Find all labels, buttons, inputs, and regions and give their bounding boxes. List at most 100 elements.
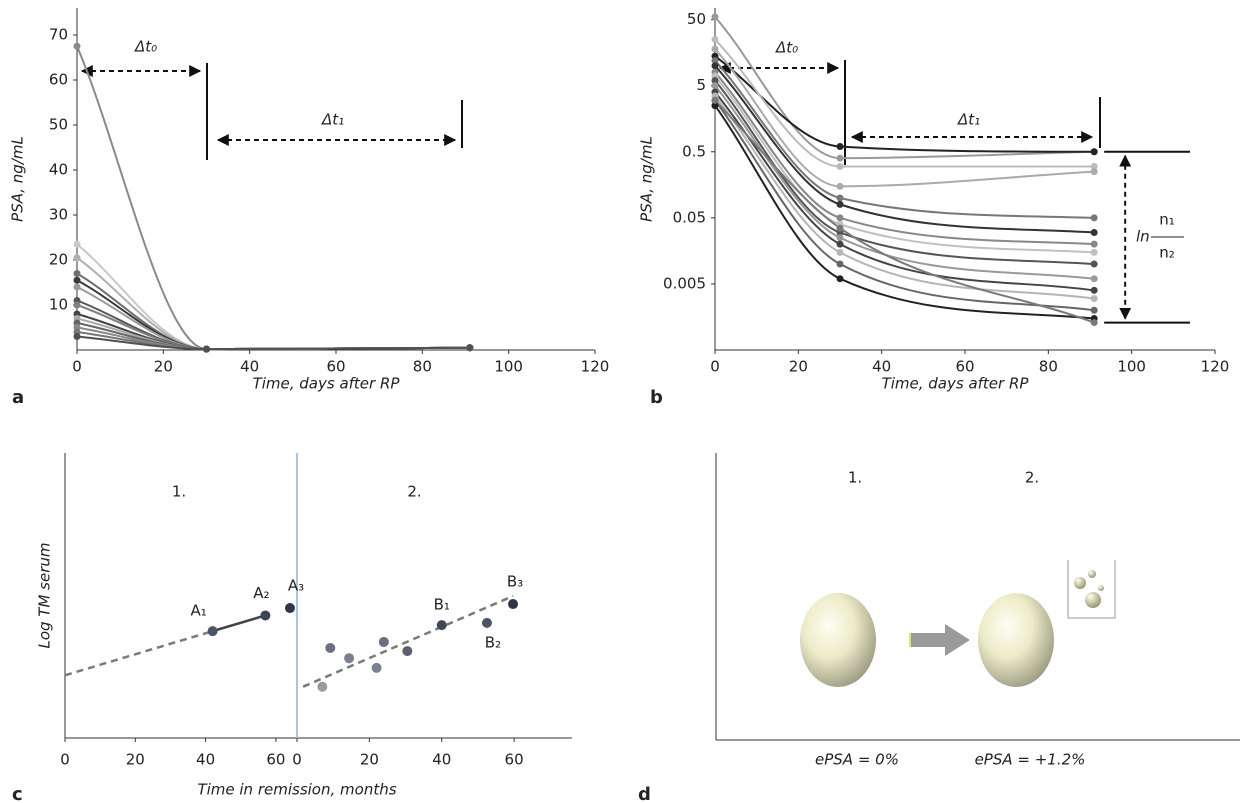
x-tick-label: 60 — [505, 751, 524, 769]
annotation-label: n₁ — [1159, 211, 1175, 229]
point-label: A₃ — [288, 577, 304, 595]
data-point — [711, 76, 719, 84]
y-tick-label: 0.5 — [682, 142, 706, 160]
data-point — [836, 154, 844, 162]
panel-letter: b — [650, 387, 663, 408]
data-point — [73, 333, 81, 340]
x-tick-label: 80 — [413, 358, 432, 376]
x-tick-label: 120 — [581, 358, 610, 376]
data-point — [466, 344, 474, 352]
point-label: B₃ — [507, 573, 523, 591]
annotation-label: Δt₁ — [321, 111, 344, 129]
caption: ePSA = +1.2% — [975, 751, 1086, 769]
data-point — [711, 62, 719, 70]
data-point — [73, 240, 81, 248]
data-point — [1090, 319, 1098, 327]
panel-letter: c — [12, 784, 23, 803]
data-point — [836, 275, 844, 283]
x-axis-label: Time, days after RP — [253, 375, 401, 393]
bubble — [1098, 585, 1104, 591]
y-tick-label: 70 — [49, 26, 68, 44]
data-point — [402, 646, 413, 657]
data-point — [73, 276, 81, 284]
x-tick-label: 20 — [360, 751, 379, 769]
data-point — [371, 662, 382, 673]
data-point — [260, 610, 271, 621]
annotation-label: Δt₁ — [957, 111, 980, 129]
data-point — [711, 82, 719, 90]
data-point — [481, 617, 492, 628]
data-point — [378, 636, 389, 647]
y-tick-label: 40 — [49, 161, 68, 179]
annotation-label: Δt₀ — [134, 38, 157, 56]
y-tick-label: 0.05 — [673, 208, 706, 226]
panel-a: 0 20 40 60 80 100 120 10 20 30 40 50 60 70 Time, days … — [9, 8, 610, 408]
x-tick-label: 20 — [789, 358, 808, 376]
series-line — [714, 105, 1095, 320]
data-point — [1090, 168, 1098, 176]
trend-line — [212, 614, 266, 633]
y-tick-label: 0.005 — [663, 274, 706, 292]
x-tick-label: 0 — [72, 358, 82, 376]
trend-line — [302, 594, 514, 688]
data-point — [836, 143, 844, 151]
y-tick-label: 50 — [49, 116, 68, 134]
arrow — [910, 624, 970, 656]
y-tick-label: 10 — [49, 296, 68, 314]
data-point — [508, 599, 519, 610]
stage-label: 2. — [1025, 469, 1039, 487]
data-point — [1090, 260, 1098, 268]
y-tick-label: 60 — [49, 71, 68, 89]
series-line — [714, 55, 1095, 153]
series-line — [714, 38, 1095, 168]
data-point — [207, 626, 218, 637]
x-tick-label: 100 — [1117, 358, 1146, 376]
data-point — [1090, 248, 1098, 256]
annotation-label: ln — [1136, 228, 1150, 246]
annotation-label: Δt₀ — [775, 39, 798, 57]
data-point — [1090, 306, 1098, 314]
x-tick-label: 80 — [1039, 358, 1058, 376]
data-point — [436, 620, 447, 631]
series-line — [714, 99, 1095, 324]
data-point — [1090, 275, 1098, 283]
data-point — [836, 224, 844, 232]
tumor-sphere — [800, 593, 876, 687]
panel-d: 1. 2. ePSA = 0% ePSA = +1.2% d — [638, 453, 1240, 803]
panel-letter: d — [638, 784, 651, 803]
data-point — [836, 234, 844, 242]
caption: ePSA = 0% — [815, 751, 899, 769]
panel-b: 0 20 40 60 80 100 120 0.005 0.05 0.5 5 50 Time, days… — [638, 8, 1230, 408]
data-point — [711, 102, 719, 110]
y-tick-label: 50 — [687, 10, 706, 28]
stage-label: 1. — [848, 469, 862, 487]
point-label: B₁ — [434, 596, 450, 614]
data-point — [1090, 240, 1098, 248]
trend-line — [64, 629, 213, 677]
bubble — [1088, 570, 1096, 578]
x-tick-label: 120 — [1201, 358, 1230, 376]
data-point — [711, 57, 719, 65]
data-point — [73, 42, 81, 50]
point-label: A₁ — [190, 602, 206, 620]
bubble — [1074, 577, 1086, 589]
y-axis-label: PSA, ng/mL — [638, 136, 656, 222]
y-axis-label: Log TM serum — [36, 542, 54, 648]
data-point — [836, 194, 844, 202]
data-point — [1090, 295, 1098, 303]
tumor-sphere — [978, 593, 1054, 687]
data-point — [73, 283, 81, 291]
series-line — [76, 335, 470, 351]
y-axis-label: PSA, ng/mL — [9, 136, 27, 222]
data-point — [836, 260, 844, 268]
series-line — [714, 65, 1095, 234]
data-point — [325, 642, 336, 653]
annotation-label: n₂ — [1159, 244, 1175, 262]
data-point — [1090, 162, 1098, 170]
x-tick-label: 40 — [240, 358, 259, 376]
data-point — [1090, 214, 1098, 222]
data-point — [73, 270, 81, 277]
point-label: B₂ — [485, 633, 501, 651]
data-point — [836, 182, 844, 190]
